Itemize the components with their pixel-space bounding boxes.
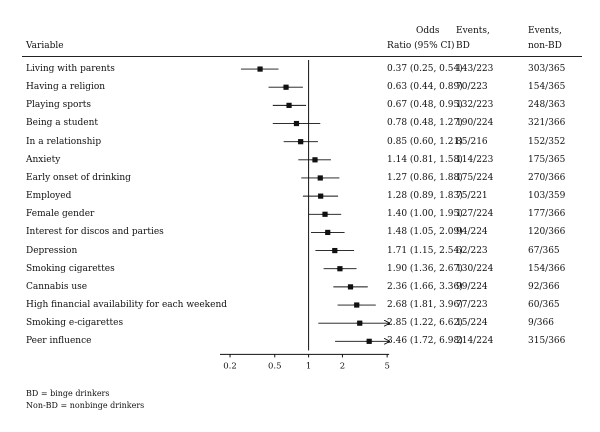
table-row: Playing sports 0.67 (0.48, 0.95) 132/223 24… bbox=[0, 96, 600, 114]
row-label: Living with parents bbox=[26, 64, 115, 74]
row-or-ci: 1.48 (1.05, 2.09) bbox=[387, 227, 463, 238]
row-or-ci: 2.36 (1.66, 3.36) bbox=[387, 281, 463, 292]
row-events-bd: 127/224 bbox=[456, 209, 494, 220]
header-bd-line1: Events, bbox=[456, 26, 490, 36]
row-label: Being a student bbox=[26, 118, 98, 129]
row-events-nonbd: 321/366 bbox=[528, 118, 566, 129]
table-row: Depression 1.71 (1.15, 2.54) 62/223 67/365 bbox=[0, 242, 600, 260]
row-events-nonbd: 303/365 bbox=[528, 64, 566, 74]
row-events-nonbd: 248/363 bbox=[528, 100, 566, 111]
row-events-bd: 132/223 bbox=[456, 100, 494, 111]
row-label: Cannabis use bbox=[26, 281, 88, 292]
x-tick-label: 0.5 bbox=[268, 361, 282, 371]
row-or-ci: 1.27 (0.86, 1.88) bbox=[387, 172, 463, 183]
row-events-nonbd: 60/365 bbox=[528, 299, 560, 310]
row-label: Peer influence bbox=[26, 336, 92, 347]
row-events-bd: 75/221 bbox=[456, 191, 488, 202]
row-events-bd: 77/223 bbox=[456, 299, 488, 310]
row-events-nonbd: 92/366 bbox=[528, 281, 560, 292]
row-events-bd: 114/223 bbox=[456, 154, 494, 165]
table-row: Anxiety 1.14 (0.81, 1.58) 114/223 175/365 bbox=[0, 151, 600, 169]
header-nbd-line2: non-BD bbox=[528, 41, 562, 51]
row-label: Depression bbox=[26, 245, 78, 256]
row-events-nonbd: 103/359 bbox=[528, 191, 566, 202]
table-row: Smoking e-cigarettes 2.85 (1.22, 6.62) 15/… bbox=[0, 314, 600, 332]
row-events-nonbd: 175/365 bbox=[528, 154, 566, 165]
row-or-ci: 1.14 (0.81, 1.58) bbox=[387, 154, 463, 165]
table-row: Cannabis use 2.36 (1.66, 3.36) 99/224 92/36… bbox=[0, 278, 600, 296]
row-events-bd: 143/223 bbox=[456, 64, 494, 74]
table-row: Interest for discos and parties 1.48 (1.0… bbox=[0, 223, 600, 241]
row-events-bd: 99/224 bbox=[456, 281, 488, 292]
row-events-bd: 94/224 bbox=[456, 227, 488, 238]
header-or-line1: Odds bbox=[416, 26, 440, 36]
row-or-ci: 3.46 (1.72, 6.98) bbox=[387, 336, 463, 347]
row-label: Playing sports bbox=[26, 100, 92, 111]
x-tick-label: 1 bbox=[306, 361, 311, 371]
row-or-ci: 1.40 (1.00, 1.95) bbox=[387, 209, 463, 220]
header-bd-line2: BD bbox=[456, 41, 470, 51]
x-tick-label: 2 bbox=[340, 361, 345, 371]
row-events-nonbd: 9/366 bbox=[528, 318, 554, 329]
row-label: Female gender bbox=[26, 209, 95, 220]
table-row: High financial availability for each wee… bbox=[0, 296, 600, 314]
row-label: Interest for discos and parties bbox=[26, 227, 164, 238]
table-row: Early onset of drinking 1.27 (0.86, 1.88)… bbox=[0, 169, 600, 187]
table-row: Peer influence 3.46 (1.72, 6.98) 214/224 31… bbox=[0, 332, 600, 350]
row-label: Employed bbox=[26, 191, 72, 202]
row-label: Smoking e-cigarettes bbox=[26, 318, 124, 329]
header-rule bbox=[22, 56, 582, 57]
row-events-bd: 15/224 bbox=[456, 318, 488, 329]
row-label: Having a religion bbox=[26, 82, 106, 93]
row-or-ci: 1.28 (0.89, 1.83) bbox=[387, 191, 463, 202]
row-events-nonbd: 152/352 bbox=[528, 136, 566, 147]
table-row: Smoking cigarettes 1.90 (1.36, 2.67) 130/2… bbox=[0, 260, 600, 278]
row-events-nonbd: 315/366 bbox=[528, 336, 566, 347]
header-variable: Variable bbox=[26, 41, 64, 51]
footnote-bd: BD = binge drinkers bbox=[26, 389, 110, 398]
row-events-bd: 70/223 bbox=[456, 82, 488, 93]
table-row: Living with parents 0.37 (0.25, 0.54) 143/… bbox=[0, 60, 600, 78]
table-row: Being a student 0.78 (0.48, 1.27) 190/224 3… bbox=[0, 114, 600, 132]
row-label: Anxiety bbox=[26, 154, 61, 165]
row-label: High financial availability for each wee… bbox=[26, 299, 228, 310]
row-or-ci: 2.85 (1.22, 6.62) bbox=[387, 318, 463, 329]
row-events-bd: 175/224 bbox=[456, 172, 494, 183]
row-events-nonbd: 177/366 bbox=[528, 209, 566, 220]
table-row: In a relationship 0.85 (0.60, 1.21) 85/216… bbox=[0, 133, 600, 151]
row-label: In a relationship bbox=[26, 136, 102, 147]
x-tick-label: 5 bbox=[384, 361, 389, 371]
row-events-nonbd: 270/366 bbox=[528, 172, 566, 183]
table-row: Employed 1.28 (0.89, 1.83) 75/221 103/359 bbox=[0, 187, 600, 205]
row-events-nonbd: 120/366 bbox=[528, 227, 566, 238]
row-events-nonbd: 67/365 bbox=[528, 245, 560, 256]
row-or-ci: 0.78 (0.48, 1.27) bbox=[387, 118, 463, 129]
row-events-nonbd: 154/366 bbox=[528, 263, 566, 274]
row-or-ci: 0.37 (0.25, 0.54) bbox=[387, 64, 463, 74]
header-or-line2: Ratio (95% CI) bbox=[387, 41, 455, 51]
row-or-ci: 0.63 (0.44, 0.89) bbox=[387, 82, 463, 93]
row-label: Smoking cigarettes bbox=[26, 263, 115, 274]
row-events-bd: 85/216 bbox=[456, 136, 488, 147]
row-events-bd: 62/223 bbox=[456, 245, 488, 256]
footnote-nbd: Non-BD = nonbinge drinkers bbox=[26, 401, 145, 410]
x-tick-label: 0.2 bbox=[223, 361, 237, 371]
row-label: Early onset of drinking bbox=[26, 172, 131, 183]
row-or-ci: 1.90 (1.36, 2.67) bbox=[387, 263, 463, 274]
row-or-ci: 0.85 (0.60, 1.21) bbox=[387, 136, 463, 147]
row-events-bd: 214/224 bbox=[456, 336, 494, 347]
table-row: Having a religion 0.63 (0.44, 0.89) 70/223… bbox=[0, 78, 600, 96]
row-events-nonbd: 154/365 bbox=[528, 82, 566, 93]
row-or-ci: 2.68 (1.81, 3.96) bbox=[387, 299, 463, 310]
table-row: Female gender 1.40 (1.00, 1.95) 127/224 177… bbox=[0, 205, 600, 223]
row-or-ci: 1.71 (1.15, 2.54) bbox=[387, 245, 463, 256]
header-nbd-line1: Events, bbox=[528, 26, 562, 36]
row-events-bd: 190/224 bbox=[456, 118, 494, 129]
row-events-bd: 130/224 bbox=[456, 263, 494, 274]
row-or-ci: 0.67 (0.48, 0.95) bbox=[387, 100, 463, 111]
